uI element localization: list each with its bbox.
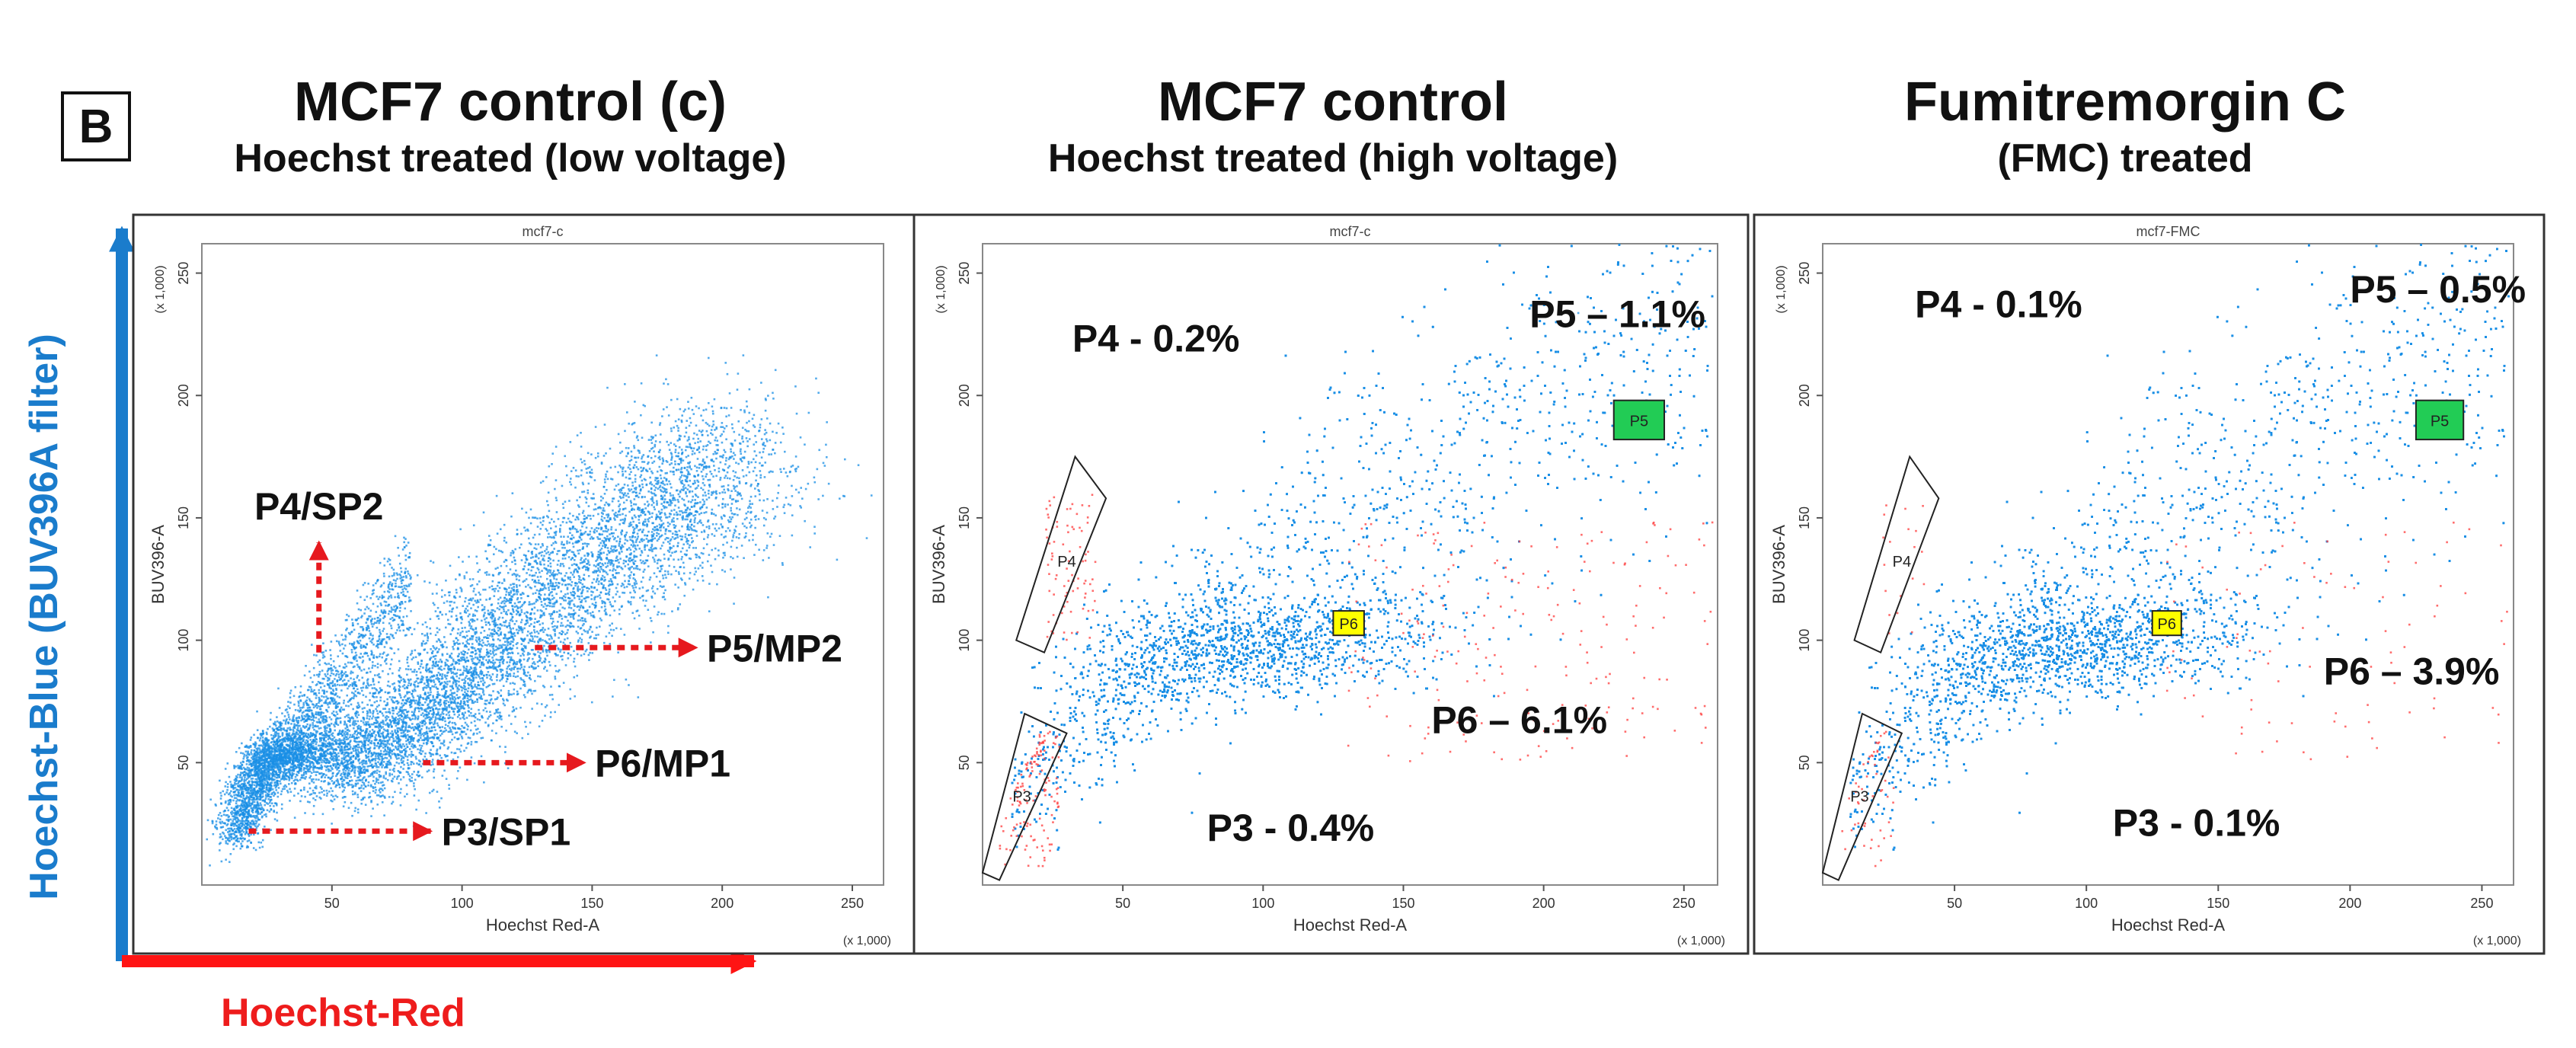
- y-tick-label: 200: [1797, 384, 1812, 407]
- gate-label-P4: P4: [1057, 554, 1075, 570]
- y-axis-unit: (x 1,000): [935, 265, 948, 313]
- population-stat: P5 – 0.5%: [2350, 268, 2526, 311]
- y-axis-unit: (x 1,000): [154, 265, 167, 313]
- y-tick-label: 50: [1797, 755, 1812, 770]
- x-tick-label: 50: [1947, 896, 1962, 911]
- x-axis-unit: (x 1,000): [2473, 935, 2521, 947]
- y-axis-unit: (x 1,000): [1775, 265, 1788, 313]
- y-tick-label: 200: [176, 384, 191, 407]
- x-tick-label: 50: [1115, 896, 1130, 911]
- x-tick-label: 200: [1532, 896, 1555, 911]
- flow-plot-3: mcf7-FMC 50 100 150 200 250 50 100 150 200 250 Hoec…: [1754, 215, 2544, 954]
- y-tick-label: 50: [176, 755, 191, 770]
- x-tick-label: 150: [580, 896, 603, 911]
- x-tick-label: 150: [1392, 896, 1414, 911]
- gate-label-P4: P4: [1893, 554, 1911, 570]
- x-tick-label: 50: [324, 896, 340, 911]
- population-stat: P6 – 6.1%: [1431, 699, 1607, 742]
- sample-name: mcf7-c: [523, 224, 564, 239]
- x-tick-label: 100: [1251, 896, 1274, 911]
- x-axis-unit: (x 1,000): [1677, 935, 1725, 947]
- y-axis-label: BUV396-A: [1769, 525, 1788, 604]
- x-tick-label: 200: [2338, 896, 2361, 911]
- y-axis-caption: Hoechst-Blue (BUV396A filter): [21, 274, 67, 960]
- sample-name: mcf7-c: [1330, 224, 1371, 239]
- y-tick-label: 50: [957, 755, 972, 770]
- gate-label-P5: P5: [1630, 413, 1648, 430]
- y-axis-label: BUV396-A: [149, 525, 168, 604]
- y-tick-label: 250: [1797, 262, 1812, 285]
- population-stat: P6 – 3.9%: [2324, 650, 2500, 692]
- x-tick-label: 250: [2470, 896, 2493, 911]
- x-axis-caption: Hoechst-Red: [221, 990, 465, 1036]
- x-tick-label: 200: [711, 896, 733, 911]
- x-axis-label: Hoechst Red-A: [1293, 915, 1408, 935]
- y-tick-label: 150: [1797, 506, 1812, 529]
- x-axis-label: Hoechst Red-A: [486, 915, 600, 935]
- population-stat: P3 - 0.4%: [1207, 807, 1375, 849]
- x-tick-label: 150: [2207, 896, 2229, 911]
- population-label: P4/SP2: [254, 485, 384, 528]
- population-stat: P3 - 0.1%: [2113, 802, 2280, 845]
- population-stat: P4 - 0.2%: [1072, 317, 1240, 359]
- gate-label-P3: P3: [1850, 789, 1868, 806]
- x-axis-label: Hoechst Red-A: [2111, 915, 2226, 935]
- x-tick-label: 250: [1673, 896, 1695, 911]
- y-tick-label: 100: [957, 629, 972, 652]
- y-tick-label: 150: [176, 506, 191, 529]
- y-tick-label: 250: [176, 262, 191, 285]
- x-axis-unit: (x 1,000): [843, 935, 891, 947]
- x-tick-label: 100: [451, 896, 474, 911]
- y-tick-label: 250: [957, 262, 972, 285]
- sample-name: mcf7-FMC: [2137, 224, 2200, 239]
- gate-label-P5: P5: [2431, 413, 2449, 430]
- gate-label-P6: P6: [1339, 616, 1357, 633]
- population-label: P6/MP1: [595, 742, 730, 784]
- x-tick-label: 250: [841, 896, 864, 911]
- population-stat: P5 – 1.1%: [1529, 292, 1705, 335]
- x-tick-label: 100: [2075, 896, 2098, 911]
- flow-plot-2: mcf7-c 50 100 150 200 250 50 100 150 200 250 Hoechs…: [914, 215, 1748, 954]
- gate-label-P3: P3: [1012, 789, 1031, 806]
- population-label: P5/MP2: [707, 627, 842, 669]
- population-stat: P4 - 0.1%: [1915, 283, 2082, 325]
- y-tick-label: 100: [176, 629, 191, 652]
- population-label: P3/SP1: [442, 810, 571, 853]
- flow-plot-1: mcf7-c 50 100 150 200 250 50 100 150 200 250 Hoechs…: [133, 215, 914, 954]
- y-tick-label: 200: [957, 384, 972, 407]
- y-tick-label: 150: [957, 506, 972, 529]
- gate-label-P6: P6: [2158, 616, 2176, 633]
- y-tick-label: 100: [1797, 629, 1812, 652]
- y-axis-label: BUV396-A: [929, 525, 948, 604]
